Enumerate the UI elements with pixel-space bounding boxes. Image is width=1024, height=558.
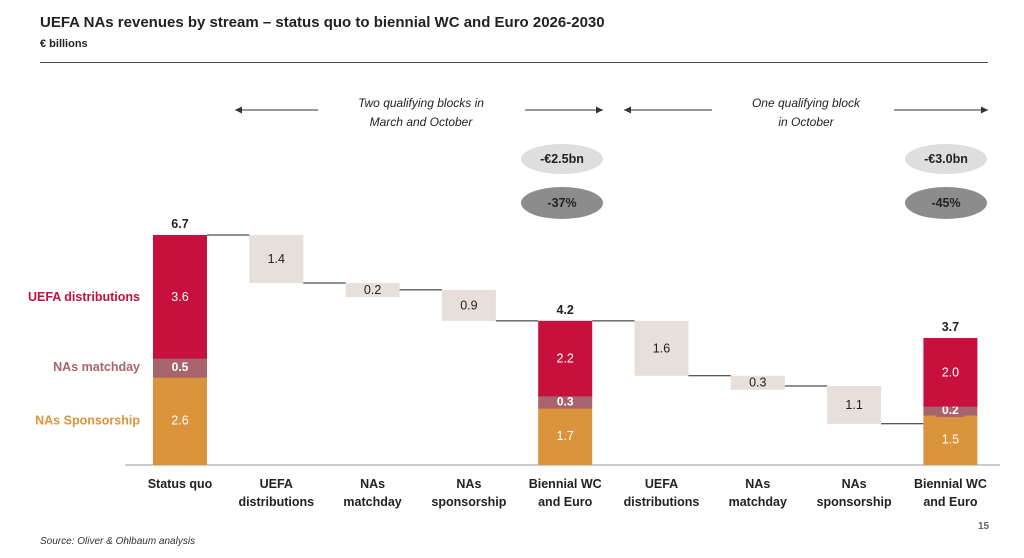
category-label: NAs [842,477,867,491]
change-abs-bubble [905,144,987,174]
change-abs-bubble-text: -€3.0bn [924,152,968,166]
category-label: NAs [745,477,770,491]
total-label: 4.2 [557,303,574,317]
category-label: sponsorship [431,495,506,509]
change-pct-bubble [521,187,603,219]
period-label: One qualifying block [752,96,861,110]
data-label: 0.3 [749,376,766,390]
category-label: and Euro [923,495,978,509]
category-label: distributions [624,495,700,509]
category-label: matchday [729,495,787,509]
total-label: 3.7 [942,320,959,334]
bar-segment [538,406,593,465]
category-label: UEFA [260,477,293,491]
data-label: 2.0 [942,365,959,379]
page-number: 15 [978,521,990,532]
category-label: Biennial WC [914,477,987,491]
category-label: matchday [343,495,401,509]
period-label: Two qualifying blocks in [358,96,484,110]
arrow-left-period-start-head [235,106,242,114]
decrease-bar [345,283,400,298]
arrow-right-period-end-head [981,106,988,114]
data-label: 0.9 [460,298,477,312]
period-label: in October [778,115,834,129]
category-label: sponsorship [817,495,892,509]
data-label: 0.5 [172,360,189,374]
legend-label: NAs Sponsorship [35,413,140,427]
decrease-bar [249,235,304,284]
data-label: 1.1 [845,398,862,412]
change-pct-bubble-text: -45% [931,196,960,210]
arrow-left-period-end-head [596,106,603,114]
data-label: 2.6 [171,413,188,427]
category-label: NAs [456,477,481,491]
category-label: Biennial WC [529,477,602,491]
category-label: NAs [360,477,385,491]
total-label: 6.7 [171,217,188,231]
thin-label-bg [166,360,194,375]
change-abs-bubble [521,144,603,174]
source-note: Source: Oliver & Ohlbaum analysis [40,536,196,547]
bar-segment [153,235,207,359]
change-pct-bubble [905,187,987,219]
bar-segment [923,337,978,407]
legend-label: UEFA distributions [28,290,140,304]
data-label: 1.7 [557,429,574,443]
bar-segment [153,375,207,465]
decrease-bar [634,320,689,376]
bar-segment [923,413,978,465]
category-label: Status quo [148,477,213,491]
change-pct-bubble-text: -37% [547,196,576,210]
chart-subtitle: € billions [40,38,88,50]
data-label: 1.4 [268,252,285,266]
arrow-right-period-start-head [624,106,631,114]
data-label: 1.6 [653,341,670,355]
period-label: March and October [370,115,474,129]
data-label: 0.3 [557,394,574,408]
category-label: and Euro [538,495,593,509]
decrease-bar [441,289,496,321]
decrease-bar [827,386,882,424]
category-label: UEFA [645,477,678,491]
chart-title: UEFA NAs revenues by stream – status quo… [40,14,605,31]
bar-segment [538,320,593,397]
category-label: distributions [238,495,314,509]
data-label: 3.6 [171,290,188,304]
decrease-bar [730,375,785,390]
data-label: 1.5 [942,432,959,446]
legend-label: NAs matchday [53,360,140,374]
title-rule [40,62,988,63]
thin-label-bg [551,394,580,409]
data-label: 2.2 [557,352,574,366]
data-label: 0.2 [364,283,381,297]
change-abs-bubble-text: -€2.5bn [540,152,584,166]
